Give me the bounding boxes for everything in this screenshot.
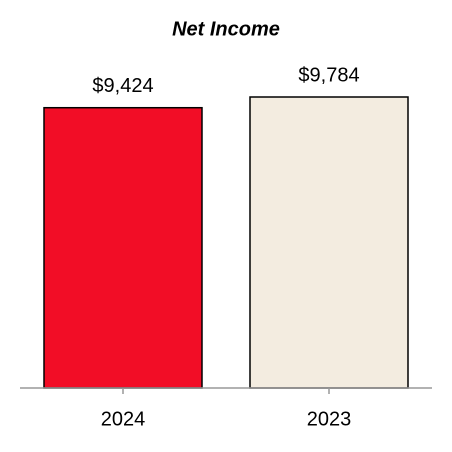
value-label: $9,424 [92,75,153,97]
x-tick-label: 2024 [101,408,146,430]
value-label: $9,784 [298,64,359,86]
chart-title: Net Income [172,18,280,40]
bar [43,106,203,389]
x-tick-label: 2023 [307,408,352,430]
bar [249,96,409,389]
